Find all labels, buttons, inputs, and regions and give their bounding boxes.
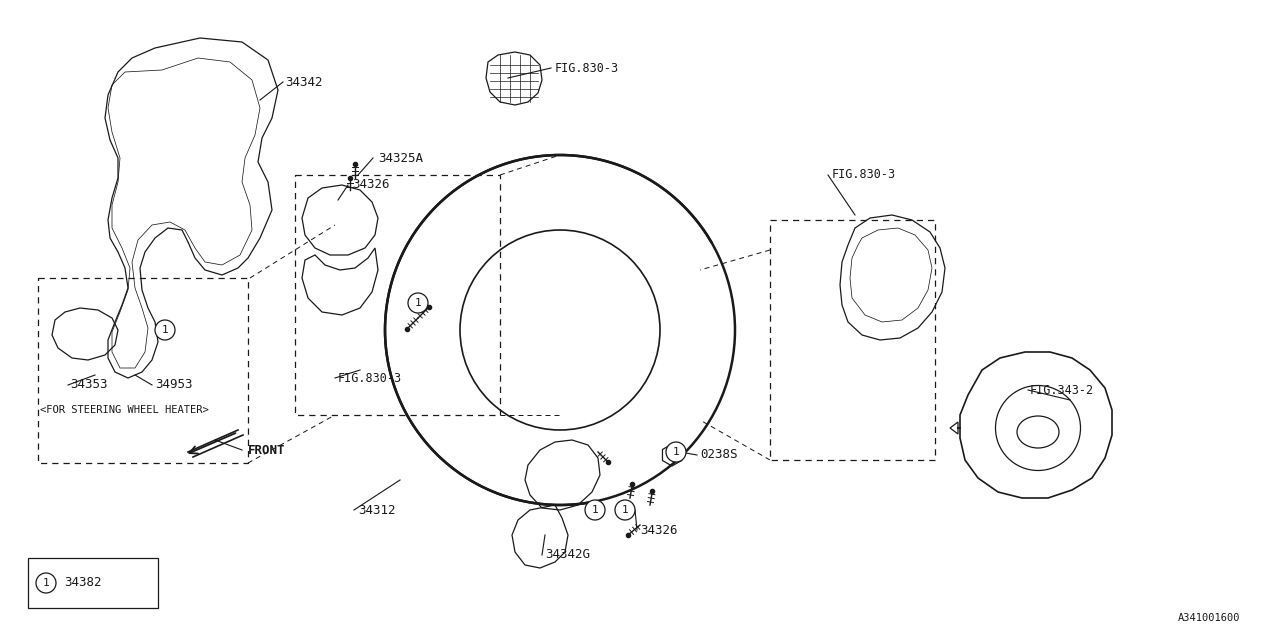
Circle shape <box>585 500 605 520</box>
Text: 1: 1 <box>622 505 628 515</box>
Text: 34326: 34326 <box>352 179 389 191</box>
Text: FIG.343-2: FIG.343-2 <box>1030 383 1094 397</box>
Text: 34326: 34326 <box>640 524 677 536</box>
Text: 34342: 34342 <box>285 76 323 88</box>
Text: 1: 1 <box>415 298 421 308</box>
Text: 1: 1 <box>42 578 50 588</box>
Text: 34325A: 34325A <box>378 152 422 164</box>
Text: 34953: 34953 <box>155 378 192 392</box>
Text: 34353: 34353 <box>70 378 108 392</box>
Text: A341001600: A341001600 <box>1178 613 1240 623</box>
Text: 34312: 34312 <box>358 504 396 516</box>
Text: FRONT: FRONT <box>248 444 285 456</box>
Circle shape <box>36 573 56 593</box>
Text: <FOR STEERING WHEEL HEATER>: <FOR STEERING WHEEL HEATER> <box>40 405 209 415</box>
Text: 34382: 34382 <box>64 577 101 589</box>
Bar <box>294 175 500 415</box>
Text: FIG.830-3: FIG.830-3 <box>338 371 402 385</box>
Text: FIG.830-3: FIG.830-3 <box>556 61 620 74</box>
Text: 1: 1 <box>161 325 169 335</box>
Text: 0238S: 0238S <box>700 449 737 461</box>
Circle shape <box>155 320 175 340</box>
Text: FIG.830-3: FIG.830-3 <box>832 168 896 182</box>
Text: 34342G: 34342G <box>545 548 590 561</box>
Circle shape <box>408 293 428 313</box>
Text: 1: 1 <box>591 505 598 515</box>
Circle shape <box>614 500 635 520</box>
Bar <box>771 220 934 460</box>
FancyBboxPatch shape <box>28 558 157 608</box>
Bar <box>38 278 248 463</box>
Circle shape <box>666 442 686 462</box>
Text: 1: 1 <box>672 447 680 457</box>
